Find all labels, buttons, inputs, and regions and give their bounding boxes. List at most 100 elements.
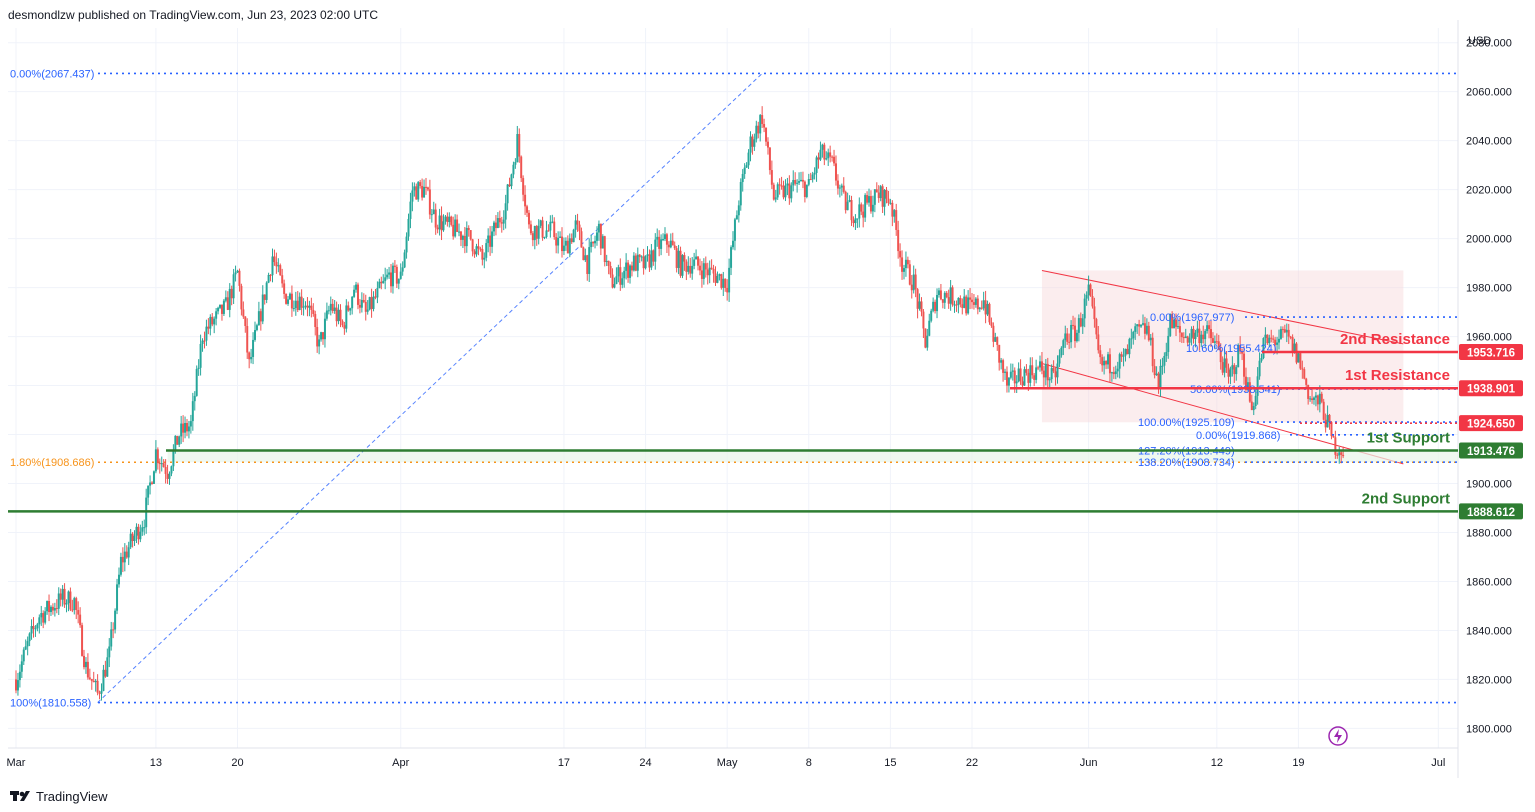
candle-body xyxy=(720,274,723,288)
candle-body xyxy=(1237,345,1240,368)
candle-body xyxy=(714,273,717,283)
candle-body xyxy=(199,343,202,368)
candle-body xyxy=(1328,414,1331,423)
candle-body xyxy=(209,316,212,329)
candle-body xyxy=(325,310,328,319)
candle-body xyxy=(248,352,251,360)
candle-body xyxy=(607,260,610,267)
candle-body xyxy=(963,296,966,308)
candle-body xyxy=(267,274,270,283)
candle-body xyxy=(1303,369,1306,379)
candle-body xyxy=(456,219,459,232)
candle-body xyxy=(1229,369,1232,377)
candle-body xyxy=(1182,337,1185,339)
candle-body xyxy=(411,190,414,202)
candle-body xyxy=(430,214,433,216)
candle-body xyxy=(424,186,427,188)
candle-body xyxy=(582,247,585,261)
candle-body xyxy=(151,482,154,484)
candle-body xyxy=(1114,371,1117,375)
candle-body xyxy=(1039,361,1042,368)
candle-body xyxy=(395,266,398,284)
candle-body xyxy=(638,254,641,257)
price-tag-bg xyxy=(1459,415,1523,432)
candle-body xyxy=(679,250,682,276)
candle-body xyxy=(671,240,674,246)
candle-body xyxy=(53,608,56,611)
candle-body xyxy=(776,184,779,198)
candle-body xyxy=(912,274,915,291)
candle-body xyxy=(873,189,876,205)
candle-body xyxy=(652,250,655,262)
candle-body xyxy=(448,216,451,223)
candle-body xyxy=(1194,332,1197,340)
y-tick-label: 2000.000 xyxy=(1466,234,1512,246)
candle-body xyxy=(1196,328,1199,333)
candle-body xyxy=(759,115,762,134)
candle-body xyxy=(224,297,227,301)
x-tick-label: 22 xyxy=(966,757,978,769)
candle-body xyxy=(1005,371,1008,386)
candle-body xyxy=(197,367,200,369)
candle-body xyxy=(990,322,993,326)
candle-body xyxy=(1312,397,1315,400)
x-tick-label: Apr xyxy=(392,757,409,769)
candle-body xyxy=(487,235,490,244)
candle-body xyxy=(1243,353,1246,377)
candle-body xyxy=(160,463,163,465)
y-tick-label: 2020.000 xyxy=(1466,185,1512,197)
candle-body xyxy=(627,262,630,278)
candle-body xyxy=(836,180,839,189)
candle-body xyxy=(493,222,495,232)
candle-body xyxy=(796,182,799,184)
candle-body xyxy=(117,574,120,585)
candle-body xyxy=(1081,318,1084,327)
candle-body xyxy=(555,237,558,246)
candle-body xyxy=(166,473,169,479)
candle-body xyxy=(372,296,375,309)
candle-body xyxy=(1198,328,1201,344)
level-name-label: 2nd Resistance xyxy=(1340,331,1450,348)
candle-body xyxy=(440,215,443,231)
candle-body xyxy=(444,216,447,222)
candle-body xyxy=(452,224,455,237)
candle-body xyxy=(469,230,472,240)
candle-body xyxy=(879,186,882,199)
y-tick-label: 2040.000 xyxy=(1466,136,1512,148)
candle-body xyxy=(1307,384,1310,399)
candle-body xyxy=(1225,358,1228,368)
candle-body xyxy=(974,298,977,305)
candle-body xyxy=(502,219,505,224)
price-tag-bg xyxy=(1459,380,1523,397)
candle-body xyxy=(345,305,348,329)
candle-body xyxy=(831,156,834,158)
candle-body xyxy=(100,690,103,694)
candle-body xyxy=(926,335,929,348)
candle-body xyxy=(508,184,511,187)
candle-body xyxy=(623,270,626,279)
candle-body xyxy=(343,325,346,329)
candle-body xyxy=(1281,329,1284,331)
candle-body xyxy=(510,174,513,187)
candle-body xyxy=(57,593,60,609)
candle-body xyxy=(143,527,146,529)
candle-body xyxy=(584,255,587,261)
price-tag-bg xyxy=(1459,503,1523,520)
fib-trend-line xyxy=(97,73,763,703)
candle-body xyxy=(732,240,734,248)
footer-brand[interactable]: TradingView xyxy=(10,786,108,806)
candle-body xyxy=(1141,323,1144,325)
candle-body xyxy=(329,303,332,311)
candle-body xyxy=(1221,362,1224,373)
candle-body xyxy=(496,218,499,229)
candle-body xyxy=(1153,366,1156,376)
candle-body xyxy=(176,435,179,445)
candle-body xyxy=(127,547,130,558)
candle-body xyxy=(875,189,878,193)
candle-body xyxy=(965,296,968,314)
candle-body xyxy=(969,297,972,300)
candle-body xyxy=(1083,298,1086,319)
candle-body xyxy=(770,170,773,185)
candle-body xyxy=(562,245,565,252)
